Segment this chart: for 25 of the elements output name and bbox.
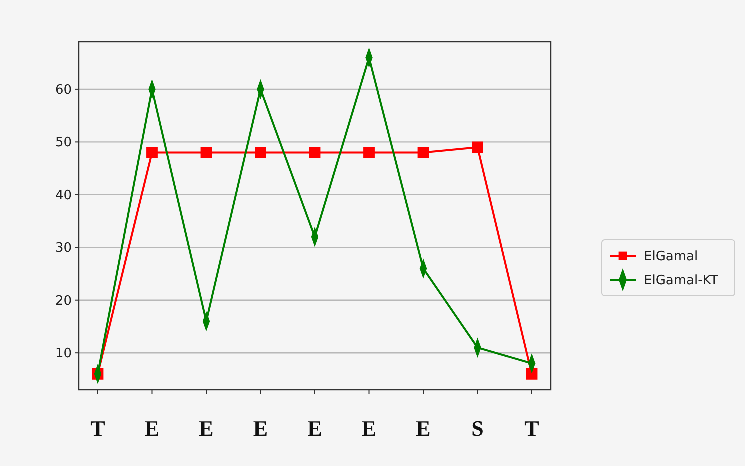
point bbox=[200, 147, 212, 158]
legend-label: ElGamal-KT bbox=[644, 274, 718, 289]
y-tick-label: 20 bbox=[55, 294, 72, 309]
point bbox=[255, 147, 266, 158]
x-tick-label: E bbox=[144, 416, 160, 441]
point bbox=[472, 142, 484, 154]
point bbox=[309, 147, 321, 158]
x-tick-label: S bbox=[472, 416, 484, 441]
legend-label: ElGamal bbox=[644, 250, 698, 265]
point bbox=[526, 368, 538, 380]
x-tick-label: E bbox=[362, 416, 377, 441]
x-tick-label: T bbox=[524, 416, 540, 441]
point bbox=[418, 147, 430, 158]
y-tick-label: 60 bbox=[55, 83, 72, 98]
x-tick-label: T bbox=[90, 416, 106, 441]
x-tick-label: E bbox=[199, 416, 214, 441]
y-tick-label: 30 bbox=[55, 241, 72, 256]
y-tick-label: 10 bbox=[55, 346, 72, 362]
x-tick-label: E bbox=[253, 416, 268, 441]
x-tick-label: E bbox=[308, 416, 322, 441]
y-tick-label: 40 bbox=[55, 188, 72, 204]
x-tick-label: E bbox=[416, 416, 431, 441]
point bbox=[146, 147, 158, 158]
point bbox=[364, 147, 375, 158]
y-tick-label: 50 bbox=[55, 136, 72, 151]
